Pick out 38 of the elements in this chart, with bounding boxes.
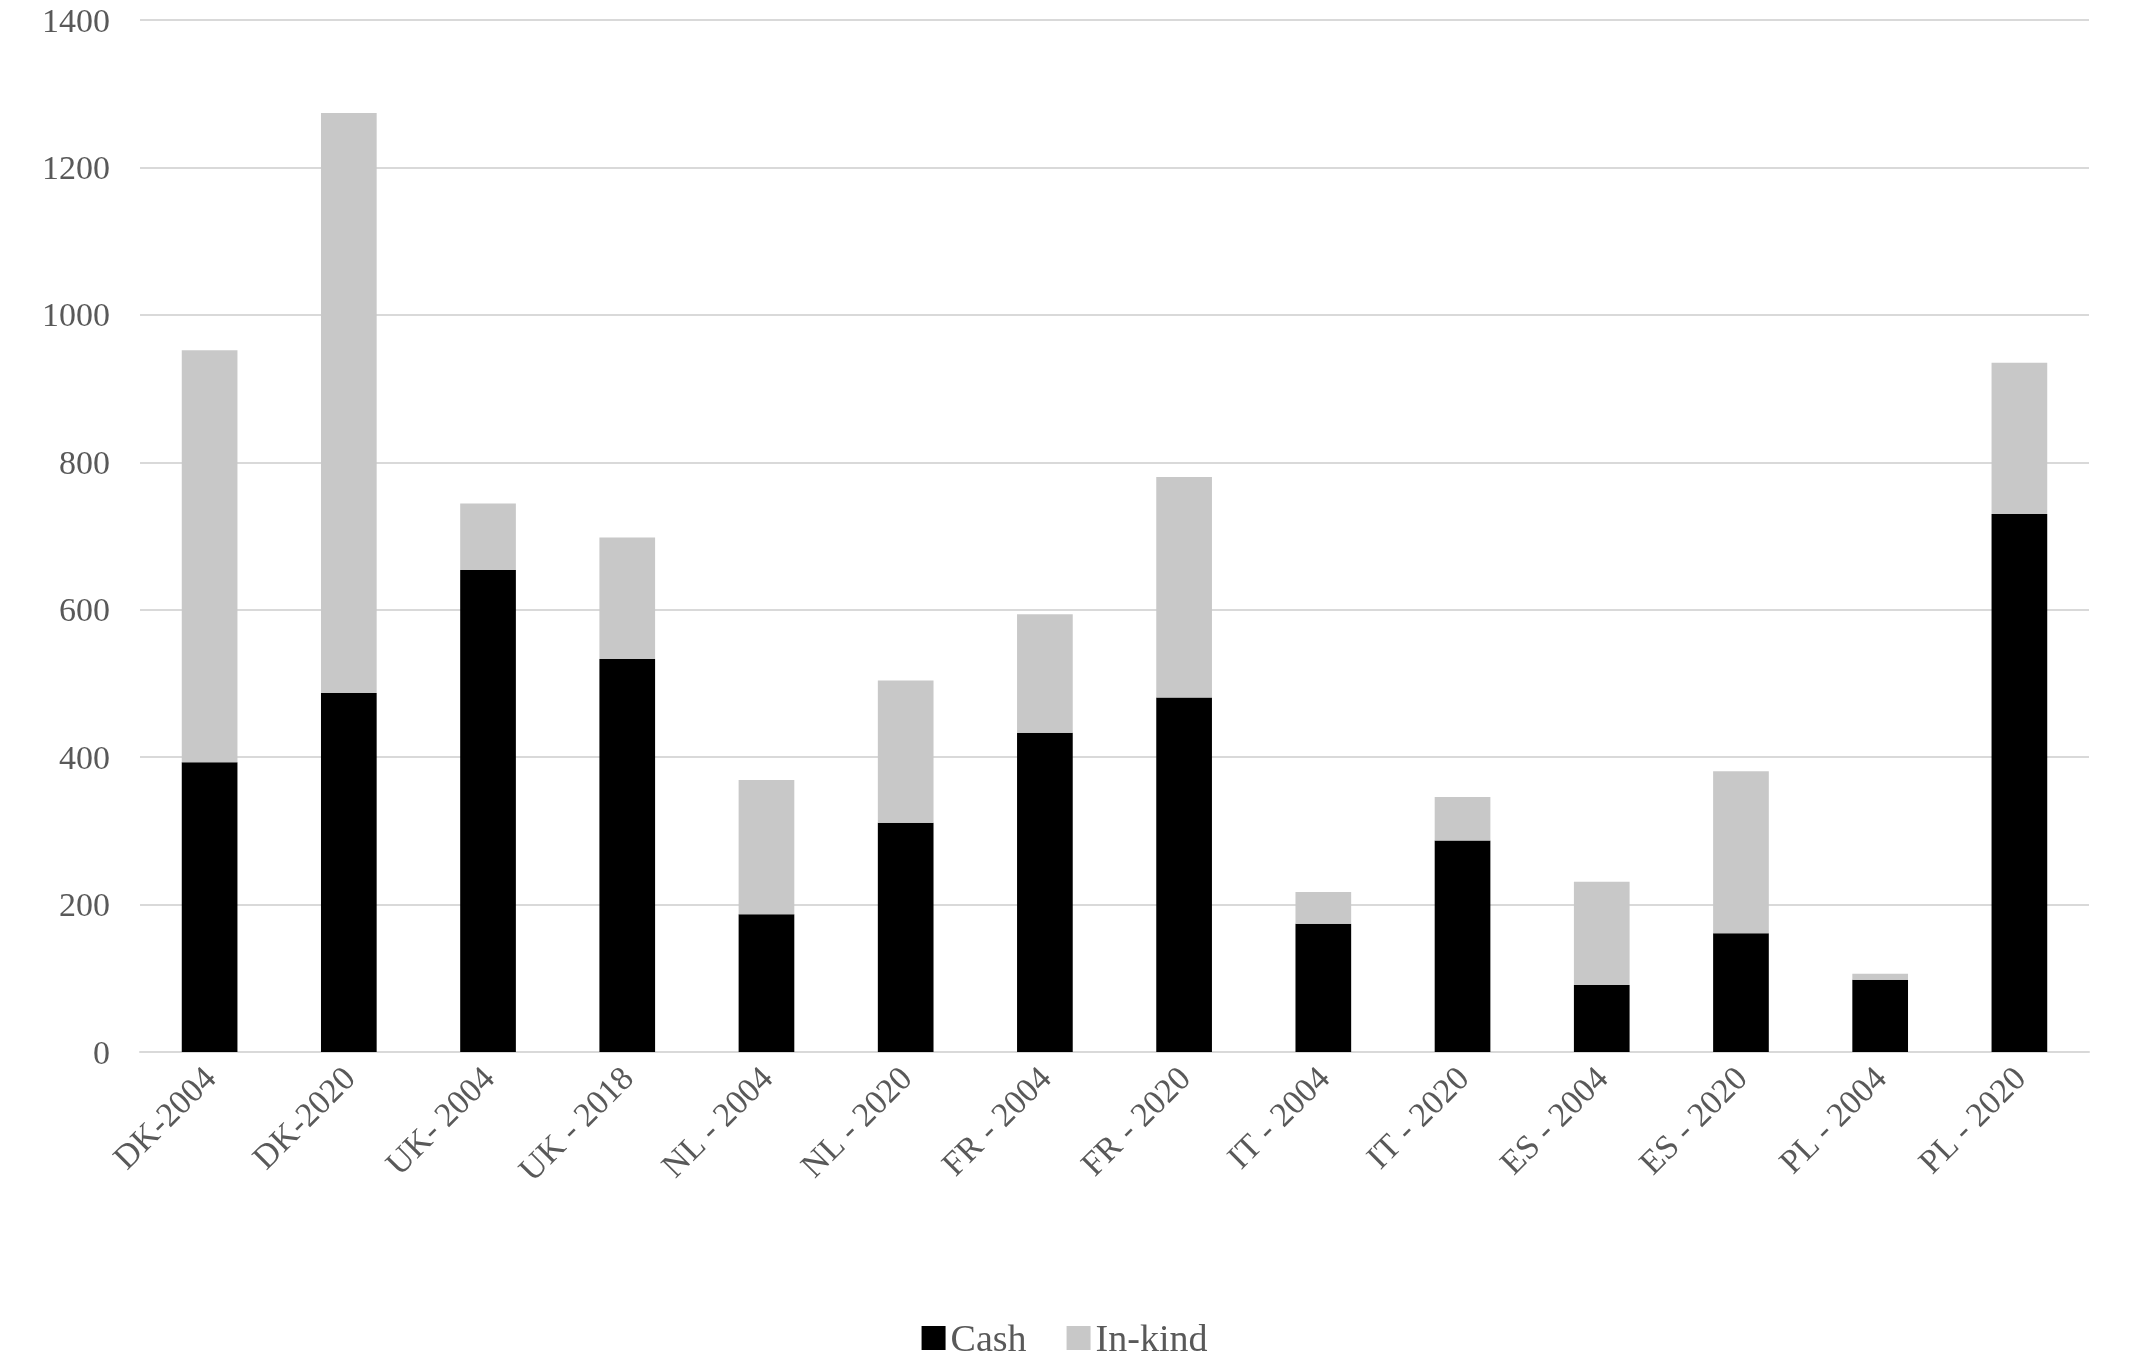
y-tick-label: 1400 — [42, 1, 110, 39]
bar — [1434, 840, 1491, 1052]
bar — [877, 822, 934, 1052]
bar — [738, 779, 795, 915]
bar — [1017, 732, 1073, 1052]
legend-label: Cash — [950, 1317, 1027, 1359]
y-tick-label: 200 — [59, 886, 110, 924]
bar — [1156, 697, 1212, 1052]
bar — [181, 350, 238, 763]
bar — [1573, 881, 1630, 985]
y-tick-label: 1200 — [42, 148, 110, 186]
y-tick-label: 800 — [59, 443, 110, 481]
y-tick-label: 1000 — [42, 296, 110, 334]
bar — [877, 680, 934, 823]
bar — [1852, 973, 1909, 980]
bar — [1156, 477, 1212, 698]
bar — [320, 112, 377, 694]
bar — [1434, 796, 1491, 841]
bar — [181, 762, 238, 1052]
bar — [1017, 614, 1073, 733]
y-tick-label: 600 — [59, 591, 110, 629]
bar — [599, 659, 656, 1052]
bar — [320, 693, 377, 1052]
bar — [738, 914, 795, 1052]
bar — [1852, 979, 1909, 1052]
bar — [1713, 771, 1769, 934]
bar — [1991, 513, 2048, 1052]
bar — [1573, 984, 1630, 1052]
y-tick-label: 400 — [59, 738, 110, 776]
bar — [1295, 923, 1352, 1052]
bar — [460, 569, 516, 1052]
bar — [1991, 362, 2048, 514]
bar — [1295, 892, 1352, 924]
bar — [460, 503, 516, 570]
y-tick-label: 0 — [93, 1033, 110, 1071]
legend-label: In-kind — [1095, 1317, 1208, 1359]
bar — [1713, 933, 1769, 1052]
bar — [599, 537, 656, 660]
